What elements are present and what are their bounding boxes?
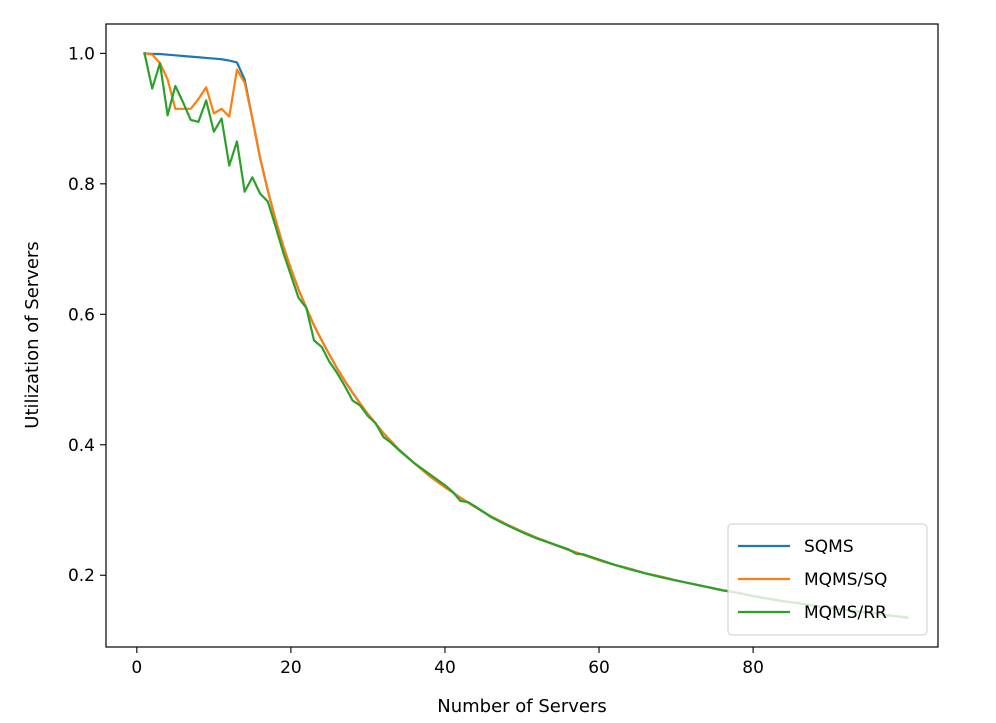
y-tick-label: 0.2: [68, 566, 95, 586]
legend-label: MQMS/RR: [804, 603, 887, 623]
y-tick-label: 0.8: [68, 175, 95, 195]
x-tick-label: 0: [131, 658, 142, 678]
y-tick-label: 0.6: [68, 305, 95, 325]
legend-box: [727, 523, 928, 636]
x-axis-ticks: 0 20 40 60 80: [131, 647, 764, 678]
x-axis-title: Number of Servers: [437, 696, 607, 717]
x-tick-label: 20: [280, 658, 302, 678]
x-tick-label: 60: [588, 658, 610, 678]
plot-frame: [105, 23, 939, 648]
x-tick-label: 80: [742, 658, 764, 678]
legend: SQMS MQMS/SQ MQMS/RR: [727, 523, 928, 636]
x-tick-label: 40: [434, 658, 456, 678]
legend-label: MQMS/SQ: [804, 570, 887, 590]
y-tick-label: 1.0: [68, 44, 95, 64]
y-axis-ticks: 0.2 0.4 0.6 0.8 1.0: [68, 44, 106, 586]
y-tick-label: 0.4: [68, 436, 95, 456]
legend-label: SQMS: [804, 537, 854, 557]
y-axis-title: Utilization of Servers: [22, 241, 43, 428]
